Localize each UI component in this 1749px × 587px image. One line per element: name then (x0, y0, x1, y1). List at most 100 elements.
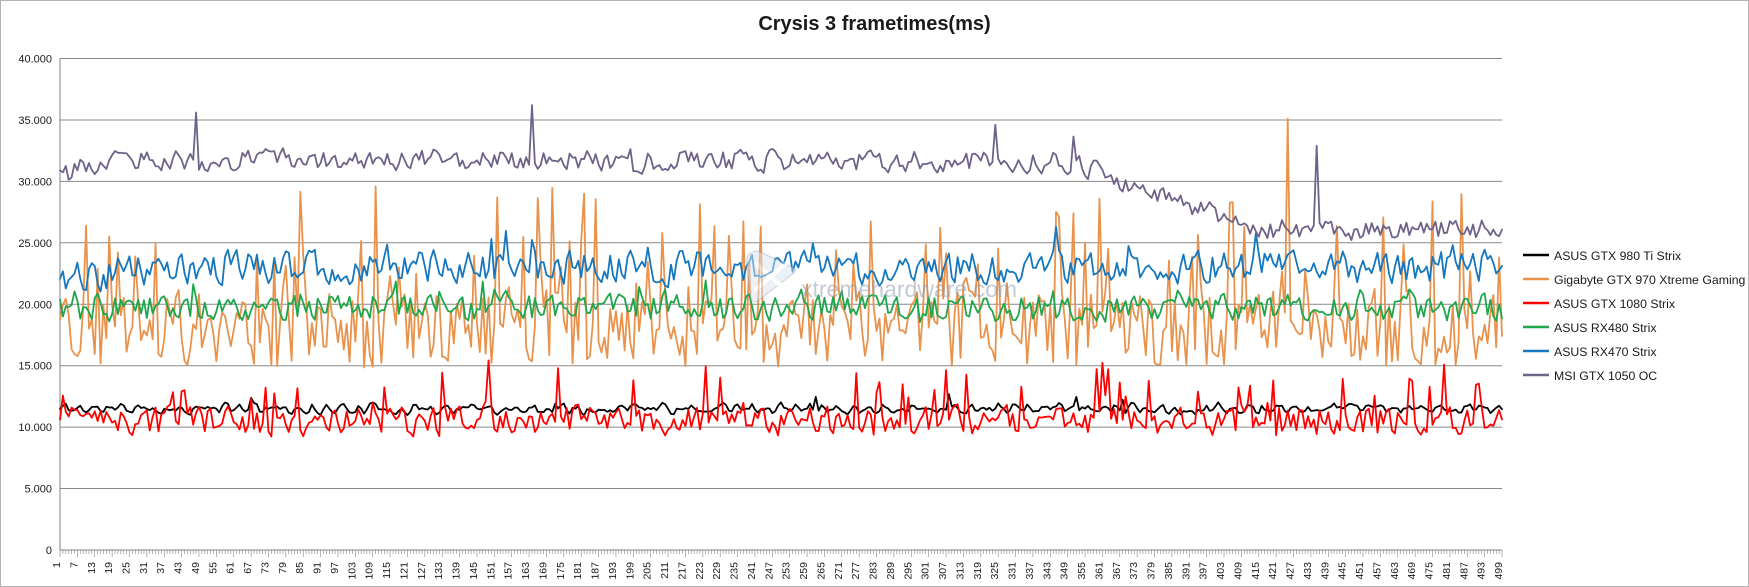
svg-text:61: 61 (225, 562, 237, 574)
svg-text:121: 121 (398, 562, 410, 580)
svg-text:211: 211 (659, 562, 671, 579)
svg-text:295: 295 (902, 562, 914, 580)
svg-text:103: 103 (346, 562, 358, 580)
svg-text:MSI GTX 1050 OC: MSI GTX 1050 OC (1554, 369, 1657, 383)
svg-text:85: 85 (294, 562, 306, 574)
svg-text:181: 181 (572, 562, 584, 580)
svg-text:31: 31 (138, 562, 150, 574)
svg-text:349: 349 (1059, 562, 1071, 580)
svg-text:439: 439 (1319, 562, 1331, 580)
svg-text:427: 427 (1285, 562, 1297, 580)
svg-text:475: 475 (1424, 562, 1436, 580)
svg-text:37: 37 (155, 562, 167, 574)
svg-text:10.000: 10.000 (18, 422, 52, 434)
svg-text:55: 55 (207, 562, 219, 574)
svg-text:5.000: 5.000 (24, 484, 52, 496)
svg-text:223: 223 (694, 562, 706, 580)
svg-text:73: 73 (259, 562, 271, 574)
svg-text:457: 457 (1371, 562, 1383, 580)
svg-text:xtremehardware.com: xtremehardware.com (801, 276, 1017, 302)
svg-text:331: 331 (1007, 562, 1019, 580)
svg-text:367: 367 (1111, 562, 1123, 580)
svg-text:67: 67 (242, 562, 254, 574)
svg-text:319: 319 (972, 562, 984, 580)
svg-text:151: 151 (485, 562, 497, 580)
svg-text:7: 7 (68, 562, 80, 568)
svg-text:235: 235 (729, 562, 741, 580)
svg-text:157: 157 (503, 562, 515, 580)
svg-text:1: 1 (51, 562, 63, 568)
svg-text:289: 289 (885, 562, 897, 580)
svg-text:409: 409 (1232, 562, 1244, 580)
svg-text:277: 277 (850, 562, 862, 580)
svg-text:265: 265 (815, 562, 827, 580)
svg-text:ASUS GTX 1080 Strix: ASUS GTX 1080 Strix (1554, 297, 1676, 311)
svg-text:79: 79 (277, 562, 289, 574)
svg-text:43: 43 (173, 562, 185, 574)
svg-text:355: 355 (1076, 562, 1088, 580)
svg-text:379: 379 (1146, 562, 1158, 580)
svg-text:109: 109 (364, 562, 376, 580)
svg-text:187: 187 (590, 562, 602, 580)
svg-text:337: 337 (1024, 562, 1036, 580)
svg-text:307: 307 (937, 562, 949, 580)
svg-text:199: 199 (624, 562, 636, 580)
svg-text:445: 445 (1337, 562, 1349, 580)
svg-text:415: 415 (1250, 562, 1262, 580)
svg-text:487: 487 (1458, 562, 1470, 580)
svg-text:397: 397 (1198, 562, 1210, 580)
svg-text:385: 385 (1163, 562, 1175, 580)
svg-text:139: 139 (451, 562, 463, 580)
svg-text:91: 91 (312, 562, 324, 574)
svg-text:15.000: 15.000 (18, 361, 52, 373)
svg-text:175: 175 (555, 562, 567, 580)
svg-text:313: 313 (954, 562, 966, 580)
svg-text:391: 391 (1180, 562, 1192, 580)
svg-text:0: 0 (46, 545, 52, 557)
svg-text:115: 115 (381, 562, 393, 579)
svg-text:271: 271 (833, 562, 845, 580)
svg-text:247: 247 (763, 562, 775, 580)
svg-text:127: 127 (416, 562, 428, 580)
svg-text:343: 343 (1041, 562, 1053, 580)
svg-text:325: 325 (989, 562, 1001, 580)
svg-text:25.000: 25.000 (18, 238, 52, 250)
svg-text:403: 403 (1215, 562, 1227, 580)
svg-text:301: 301 (920, 562, 932, 580)
svg-text:373: 373 (1128, 562, 1140, 580)
svg-text:253: 253 (781, 562, 793, 580)
svg-text:ASUS GTX 980 Ti Strix: ASUS GTX 980 Ti Strix (1554, 249, 1682, 263)
svg-text:229: 229 (711, 562, 723, 580)
svg-text:241: 241 (746, 562, 758, 580)
svg-text:49: 49 (190, 562, 202, 574)
svg-text:217: 217 (676, 562, 688, 580)
svg-text:35.000: 35.000 (18, 115, 52, 127)
svg-text:145: 145 (468, 562, 480, 580)
svg-text:481: 481 (1441, 562, 1453, 580)
svg-text:463: 463 (1389, 562, 1401, 580)
svg-text:421: 421 (1267, 562, 1279, 580)
svg-text:469: 469 (1406, 562, 1418, 580)
svg-text:499: 499 (1493, 562, 1505, 580)
svg-text:13: 13 (86, 562, 98, 574)
svg-text:169: 169 (537, 562, 549, 580)
svg-text:ASUS RX480 Strix: ASUS RX480 Strix (1554, 321, 1657, 335)
svg-text:20.000: 20.000 (18, 299, 52, 311)
svg-text:40.000: 40.000 (18, 54, 52, 66)
svg-text:433: 433 (1302, 562, 1314, 580)
svg-text:451: 451 (1354, 562, 1366, 580)
svg-text:133: 133 (433, 562, 445, 580)
svg-text:Gigabyte GTX 970 Xtreme Gaming: Gigabyte GTX 970 Xtreme Gaming (1554, 273, 1746, 287)
svg-text:283: 283 (868, 562, 880, 580)
svg-text:259: 259 (798, 562, 810, 580)
svg-text:493: 493 (1476, 562, 1488, 580)
svg-text:25: 25 (120, 562, 132, 574)
svg-text:97: 97 (329, 562, 341, 574)
svg-text:193: 193 (607, 562, 619, 580)
svg-text:19: 19 (103, 562, 115, 574)
svg-text:30.000: 30.000 (18, 176, 52, 188)
svg-text:205: 205 (642, 562, 654, 580)
svg-text:163: 163 (520, 562, 532, 580)
svg-text:361: 361 (1093, 562, 1105, 580)
svg-text:ASUS RX470 Strix: ASUS RX470 Strix (1554, 345, 1657, 359)
